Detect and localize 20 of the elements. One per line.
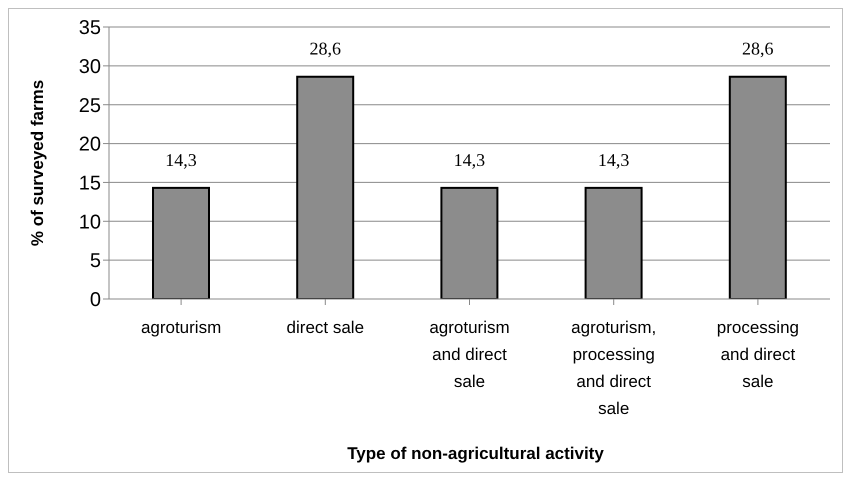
x-tick-label: agroturism	[140, 318, 222, 337]
x-tick-label: agroturism and direct sale	[429, 318, 510, 391]
y-tick-label: 10	[78, 211, 101, 234]
x-tick-label: direct sale	[286, 318, 364, 337]
x-axis-title: Type of non-agricultural activity	[346, 444, 605, 464]
data-label: 28,6	[742, 38, 774, 59]
data-label: 28,6	[309, 38, 341, 59]
data-label: 14,3	[165, 150, 197, 170]
x-tick-label: processing and direct sale	[716, 318, 800, 391]
y-tick-label: 15	[78, 172, 101, 195]
x-tick-label: agroturism, processing and direct sale	[571, 318, 656, 418]
y-tick-label: 25	[78, 94, 101, 117]
y-tick-label: 35	[78, 17, 101, 40]
y-tick-label: 20	[78, 134, 101, 156]
y-axis-title: % of surveyed farms	[28, 80, 48, 246]
data-label: 14,3	[598, 150, 630, 170]
y-tick-label: 0	[90, 289, 101, 312]
data-label: 14,3	[454, 150, 486, 170]
y-tick-label: 5	[90, 250, 101, 272]
y-tick-label: 30	[78, 56, 101, 78]
